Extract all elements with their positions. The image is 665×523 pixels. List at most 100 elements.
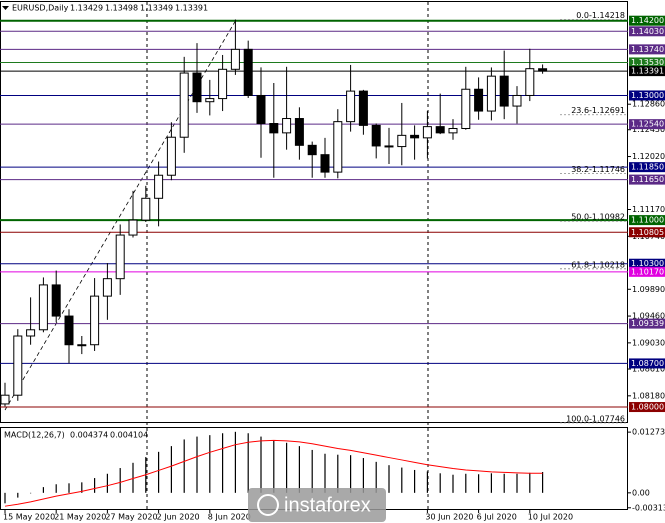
candle-body bbox=[218, 68, 228, 100]
candle-body bbox=[307, 144, 317, 156]
x-tick-label: 10 Jul 2020 bbox=[528, 513, 573, 522]
candle-body bbox=[422, 126, 432, 139]
fib-label: 61.8-1.10218 bbox=[571, 260, 625, 269]
level-label: 1.13530 bbox=[631, 58, 664, 67]
level-label: 1.08000 bbox=[631, 403, 664, 412]
chart-title: EURUSD,Daily bbox=[12, 4, 69, 13]
candle-body bbox=[0, 394, 10, 405]
candle-body bbox=[525, 68, 535, 96]
level-tag bbox=[629, 258, 665, 269]
candle-body bbox=[486, 75, 496, 112]
macd-y-tick-label: 0.012734 bbox=[632, 428, 665, 437]
candle-body bbox=[38, 284, 48, 331]
candle-body bbox=[294, 118, 304, 146]
level-label: 1.10170 bbox=[631, 267, 664, 276]
fib-label: 0.0-1.14218 bbox=[576, 11, 625, 20]
candle-body bbox=[358, 90, 368, 126]
candle-body bbox=[230, 48, 240, 70]
candle-body bbox=[51, 284, 61, 317]
watermark-box bbox=[248, 488, 386, 522]
level-tag bbox=[629, 15, 665, 26]
watermark-text: instaforex bbox=[284, 494, 371, 516]
quote-high: 1.13498 bbox=[105, 4, 138, 13]
x-tick-label: 8 Jun 2020 bbox=[208, 513, 251, 522]
candle-body bbox=[102, 278, 112, 297]
y-tick-label: 1.09460 bbox=[632, 312, 665, 321]
candle-body bbox=[371, 124, 381, 147]
candle-body bbox=[179, 72, 189, 138]
menu-arrow bbox=[2, 6, 9, 10]
macd-signal-value: 0.004104 bbox=[110, 431, 148, 440]
candle-body bbox=[243, 48, 253, 96]
candle-body bbox=[205, 98, 215, 103]
y-tick-label: 1.09030 bbox=[632, 338, 665, 347]
candle-body bbox=[13, 335, 23, 396]
x-tick-label: 27 May 2020 bbox=[105, 513, 157, 522]
price-panel-frame bbox=[0, 1, 628, 423]
y-tick-label: 1.08610 bbox=[632, 365, 665, 374]
macd-label: MACD(12,26,7) bbox=[4, 431, 65, 440]
macd-y-tick-label: -0.003133 bbox=[632, 503, 665, 512]
axis: 1.128601.124501.120201.111701.107401.098… bbox=[3, 15, 665, 522]
macd-signal-line bbox=[4, 439, 543, 507]
watermark-icon bbox=[257, 494, 279, 516]
x-tick-label: 30 Jun 2020 bbox=[425, 513, 473, 522]
y-tick-label: 1.12020 bbox=[632, 152, 665, 161]
level-tag bbox=[629, 57, 665, 68]
level-tag bbox=[629, 26, 665, 37]
candle-body bbox=[269, 123, 279, 134]
candle-body bbox=[77, 344, 87, 347]
candle-body bbox=[410, 134, 420, 139]
y-tick-label: 1.08180 bbox=[632, 391, 665, 400]
candle-body bbox=[397, 134, 407, 148]
level-label: 1.11850 bbox=[631, 163, 664, 172]
level-tag bbox=[629, 174, 665, 185]
fib-label: 50.0-1.10982 bbox=[571, 213, 625, 222]
candle-body bbox=[333, 121, 343, 173]
macd bbox=[4, 431, 544, 507]
fib-label: 38.2-1.11746 bbox=[571, 165, 625, 174]
candle-body bbox=[346, 90, 356, 123]
fib-label: 23.6-1.12691 bbox=[571, 106, 625, 115]
trend-line bbox=[4, 19, 237, 411]
candle-body bbox=[128, 219, 138, 236]
macd-value: 0.004374 bbox=[70, 431, 108, 440]
level-label: 1.09339 bbox=[631, 319, 664, 328]
level-tag bbox=[629, 318, 665, 329]
candle-body bbox=[461, 88, 471, 129]
level-tag bbox=[629, 402, 665, 413]
x-tick-label: 6 Jul 2020 bbox=[477, 513, 517, 522]
candle-body bbox=[115, 234, 125, 280]
macd-y-tick-label: 0.00 bbox=[632, 488, 650, 497]
candle-body bbox=[435, 126, 445, 134]
candle-body bbox=[320, 154, 330, 173]
candle-body bbox=[192, 72, 202, 103]
quote-low: 1.13349 bbox=[140, 4, 173, 13]
level-tag bbox=[629, 44, 665, 55]
y-tick-label: 1.11170 bbox=[632, 205, 665, 214]
fib-label: 100.0-1.07746 bbox=[566, 414, 625, 423]
candle-body bbox=[64, 315, 74, 346]
candles bbox=[0, 19, 548, 407]
candle-body bbox=[282, 118, 292, 134]
level-tag bbox=[629, 358, 665, 369]
candle-body bbox=[448, 127, 458, 134]
level-label: 1.14030 bbox=[631, 27, 664, 36]
candle-body bbox=[154, 174, 164, 199]
level-label: 1.12540 bbox=[631, 120, 664, 129]
candle-body bbox=[256, 94, 266, 125]
quote-open: 1.13429 bbox=[70, 4, 103, 13]
level-tag bbox=[629, 90, 665, 101]
level-label: 1.13391 bbox=[631, 67, 664, 76]
candle-body bbox=[499, 75, 509, 107]
candle-body bbox=[538, 68, 548, 72]
level-tag bbox=[629, 162, 665, 173]
level-label: 1.10300 bbox=[631, 259, 664, 268]
level-tag bbox=[629, 66, 665, 77]
watermark: instaforex bbox=[248, 488, 386, 522]
level-tag bbox=[629, 266, 665, 277]
x-tick-label: 15 May 2020 bbox=[3, 513, 55, 522]
y-tick-label: 1.12860 bbox=[632, 100, 665, 109]
candle-body bbox=[141, 197, 151, 221]
